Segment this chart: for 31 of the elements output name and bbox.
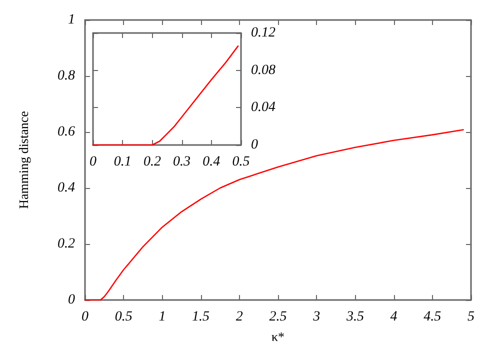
line-series (84, 129, 464, 301)
y-tick-label: 0 (68, 292, 75, 308)
y-tick-label: 0.4 (58, 180, 75, 196)
x-tick-label: 2.5 (269, 310, 287, 324)
y-tick-label: 1 (68, 12, 75, 28)
x-tick-label: 3.5 (345, 310, 364, 324)
x-axis-title: κ* (271, 329, 285, 344)
x-tick-label: 0.5 (114, 310, 132, 324)
x-tick-label: 0 (82, 310, 88, 324)
x-tick-label: 1 (158, 310, 166, 324)
x-tick-label: 0.1 (114, 154, 132, 170)
y-tick-label: 0.6 (58, 124, 75, 140)
x-tick-label: 0.5 (232, 154, 250, 170)
y-axis-title: Hamming distance (16, 110, 31, 209)
x-tick-label: 0.2 (143, 154, 161, 170)
y-tick-label: 0.12 (251, 26, 276, 40)
x-tick-label: 0 (90, 154, 96, 170)
x-tick-label: 2 (236, 310, 243, 324)
x-tick-label: 0.3 (173, 154, 191, 170)
x-tick-label: 5 (468, 310, 474, 324)
x-tick-label: 4 (390, 310, 398, 324)
y-tick-label: 0.08 (251, 62, 276, 78)
y-tick-label: 0 (251, 138, 258, 152)
y-tick-label: 0.8 (58, 68, 75, 84)
y-tick-label: 0.04 (251, 100, 276, 116)
line-series (92, 45, 239, 146)
y-tick-label: 0.2 (58, 236, 75, 252)
x-tick-label: 4.5 (424, 310, 442, 324)
x-tick-label: 0.4 (202, 154, 220, 170)
x-tick-label: 3 (312, 310, 320, 324)
x-tick-label: 1.5 (192, 310, 210, 324)
